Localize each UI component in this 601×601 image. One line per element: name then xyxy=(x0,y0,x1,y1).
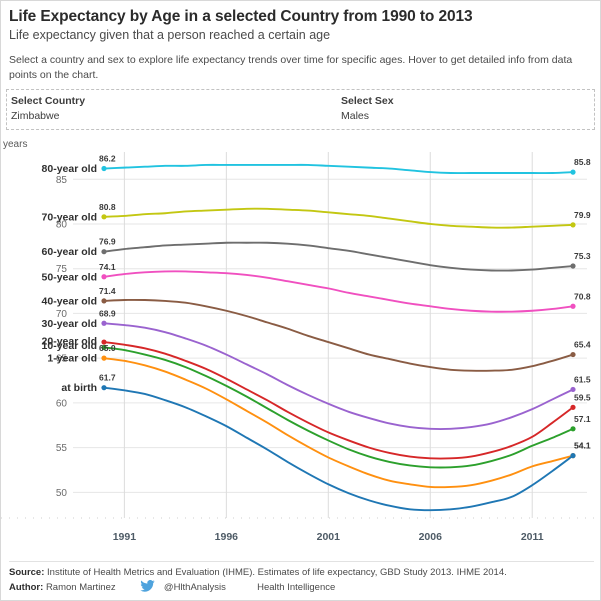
y-tick-label: 55 xyxy=(56,443,68,454)
x-tick-label: 2006 xyxy=(419,531,443,543)
country-filter-label: Select Country xyxy=(11,95,86,108)
series-name-label: 30-year old xyxy=(42,318,97,330)
series-line[interactable] xyxy=(103,270,574,313)
series-endpoint-marker[interactable] xyxy=(570,387,576,393)
y-axis-title: years xyxy=(3,139,28,151)
series-endpoint-marker[interactable] xyxy=(101,249,107,255)
series-line[interactable] xyxy=(103,322,574,431)
sex-filter[interactable]: Select Sex Males xyxy=(341,94,394,123)
series-line[interactable] xyxy=(103,208,574,229)
footer: Source: Institute of Health Metrics and … xyxy=(1,561,601,600)
series-end-value: 75.3 xyxy=(574,251,591,261)
y-tick-label: 50 xyxy=(56,488,68,499)
chart-svg[interactable]: 50 55 60 65 70 75 80 85 1991 1996 2001 2006 2011 86.2… xyxy=(1,148,601,546)
series-name-label: at birth xyxy=(61,382,97,394)
series-endpoint-marker[interactable] xyxy=(101,166,107,172)
series-endpoint-marker[interactable] xyxy=(570,303,576,310)
page-subtitle: Life expectancy given that a person reac… xyxy=(9,28,331,43)
footer-source-row: Source: Institute of Health Metrics and … xyxy=(9,566,594,580)
series-line[interactable] xyxy=(103,346,574,469)
x-tick-label: 2011 xyxy=(521,531,544,543)
series-name-label: 10-year old xyxy=(42,340,97,352)
series-start-value: 65.0 xyxy=(99,343,116,353)
series-name-label: 40-year old xyxy=(42,296,97,308)
series-endpoint-marker[interactable] xyxy=(101,320,107,327)
series-end-value: 57.1 xyxy=(574,414,591,424)
series-endpoint-marker[interactable] xyxy=(570,405,576,411)
y-tick-label: 80 xyxy=(56,220,68,231)
twitter-handle[interactable]: @HlthAnalysis xyxy=(163,582,226,594)
series-start-value: 61.7 xyxy=(99,373,116,383)
country-filter[interactable]: Select Country Zimbabwe xyxy=(11,94,341,123)
series-line[interactable] xyxy=(103,357,574,489)
series-end-value: 54.1 xyxy=(574,441,591,451)
series-endpoint-marker[interactable] xyxy=(570,352,576,358)
x-tick-label: 2001 xyxy=(317,531,341,543)
x-tick-label: 1991 xyxy=(113,531,137,543)
series-end-value: 85.8 xyxy=(574,157,591,167)
series-endpoint-marker[interactable] xyxy=(570,453,576,459)
x-tick-label: 1996 xyxy=(215,531,239,543)
series-start-value: 80.8 xyxy=(99,202,116,212)
filter-panel: Select Country Zimbabwe Select Sex Males xyxy=(6,89,595,131)
series-endpoint-marker[interactable] xyxy=(570,222,576,228)
series-endpoint-marker[interactable] xyxy=(570,169,576,175)
series-endpoint-marker[interactable] xyxy=(101,355,107,362)
source-text: Institute of Health Metrics and Evaluati… xyxy=(47,567,507,579)
series-line[interactable] xyxy=(103,242,574,272)
series-start-value: 71.4 xyxy=(99,286,116,296)
series-line[interactable] xyxy=(103,164,574,175)
source-label: Source: xyxy=(9,567,45,579)
line-chart[interactable]: 50 55 60 65 70 75 80 85 1991 1996 2001 2006 2011 86.2… xyxy=(1,148,601,546)
series-end-value: 54.1 xyxy=(574,441,591,451)
series-name-label: 60-year old xyxy=(42,247,97,259)
series-end-value: 59.5 xyxy=(574,393,591,403)
series-end-value: 61.5 xyxy=(574,375,591,385)
series-endpoint-marker[interactable] xyxy=(570,426,576,432)
series-endpoint-marker[interactable] xyxy=(101,298,107,304)
twitter-bird-icon[interactable] xyxy=(140,580,155,592)
series-endpoint-marker[interactable] xyxy=(101,274,107,280)
series-endpoint-marker[interactable] xyxy=(101,339,107,345)
series-start-value: 74.1 xyxy=(99,262,116,272)
series-name-label: 20-year old xyxy=(42,336,97,348)
series-line[interactable] xyxy=(103,387,574,512)
series-name-label: 80-year old xyxy=(42,163,97,175)
series-end-value: 79.9 xyxy=(574,210,591,220)
series-name-label: 50-year old xyxy=(42,272,97,284)
series-name-label: 1-year old xyxy=(47,353,97,365)
y-tick-label: 60 xyxy=(56,399,68,410)
sex-filter-label: Select Sex xyxy=(341,95,394,108)
sex-filter-value[interactable]: Males xyxy=(341,109,370,122)
country-filter-value[interactable]: Zimbabwe xyxy=(11,109,60,122)
footer-author-row: Author: Ramon Martinez @HlthAnalysis Hea… xyxy=(9,580,594,595)
series-line[interactable] xyxy=(103,299,574,373)
page-description: Select a country and sex to explore life… xyxy=(9,53,573,81)
footer-divider xyxy=(9,561,594,563)
series-endpoint-marker[interactable] xyxy=(101,385,107,391)
series-end-value: 65.4 xyxy=(574,340,591,350)
series-start-value: 68.9 xyxy=(99,309,116,319)
y-tick-label: 85 xyxy=(56,175,68,186)
organization: Health Intelligence xyxy=(257,582,336,594)
series-name-label: 70-year old xyxy=(42,212,97,224)
series-start-value: 86.2 xyxy=(99,154,116,164)
series-line[interactable] xyxy=(103,341,574,460)
author-name: Ramon Martinez xyxy=(45,582,116,594)
series-endpoint-marker[interactable] xyxy=(101,214,107,220)
series-start-value: 76.9 xyxy=(99,237,116,247)
y-tick-label: 75 xyxy=(56,265,68,276)
page-title: Life Expectancy by Age in a selected Cou… xyxy=(9,8,473,25)
y-tick-label: 65 xyxy=(56,354,68,365)
y-tick-label: 70 xyxy=(56,309,68,320)
series-endpoint-marker[interactable] xyxy=(570,263,576,269)
series-end-value: 70.8 xyxy=(574,292,591,302)
author-label: Author: xyxy=(9,582,44,594)
series-endpoint-marker[interactable] xyxy=(101,345,107,351)
